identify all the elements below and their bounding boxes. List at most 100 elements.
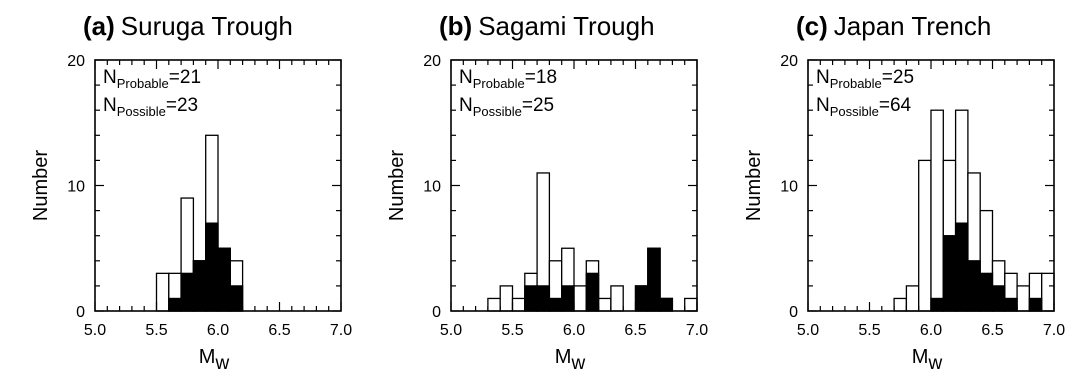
count-sub: Possible <box>117 104 166 119</box>
x-axis-label-main: M <box>199 346 216 368</box>
bar-s1-b7 <box>659 297 674 312</box>
y-tick-label: 0 <box>432 304 441 321</box>
bar-s0-b10 <box>610 285 624 312</box>
x-tick-label: 5.0 <box>440 322 462 339</box>
bar-s1-b8 <box>1028 297 1043 312</box>
panel-letter: (b) <box>439 11 472 41</box>
bar-s1-b3 <box>967 260 981 312</box>
bar-s1-b3 <box>205 222 219 312</box>
bar-s1-b2 <box>192 260 207 312</box>
y-tick-label: 20 <box>423 53 441 70</box>
x-axis-label-sub: w <box>214 353 229 374</box>
y-tick-label: 20 <box>780 53 798 70</box>
panel-title-space: Sagami Trough <box>478 11 654 41</box>
count-annotation: NProbable=25 <box>816 67 914 91</box>
x-tick-label: 5.0 <box>797 322 819 339</box>
count-base: N <box>103 67 117 88</box>
panel-letter: (c) <box>796 11 828 41</box>
x-axis-label-sub: w <box>570 353 585 374</box>
x-tick-label: 5.5 <box>501 322 523 339</box>
count-annotation: NProbable=18 <box>459 67 557 91</box>
x-axis-label: Mw <box>912 346 943 374</box>
y-tick-label: 10 <box>67 179 85 196</box>
bar-s1-b0 <box>524 285 538 312</box>
bar-s0-b7 <box>573 285 587 312</box>
bar-s1-b1 <box>180 272 195 312</box>
count-base: N <box>459 95 473 116</box>
y-tick-label: 10 <box>423 179 441 196</box>
bar-s0-b0 <box>487 297 501 312</box>
count-sub: Probable <box>473 76 525 91</box>
x-axis-label-main: M <box>912 346 929 368</box>
x-axis-label-main: M <box>555 346 572 368</box>
bar-s1-b6 <box>1004 297 1018 312</box>
y-tick-label: 20 <box>67 53 85 70</box>
x-tick-label: 7.0 <box>686 322 708 339</box>
bar-s1-b5 <box>634 285 649 312</box>
bar-s0-b1 <box>905 285 920 312</box>
x-tick-label: 5.5 <box>858 322 880 339</box>
count-base: N <box>816 95 830 116</box>
x-axis-label-sub: w <box>927 353 942 374</box>
count-annotation: NPossible=23 <box>103 95 198 119</box>
x-tick-label: 7.0 <box>330 322 352 339</box>
bar-s0-b3 <box>930 109 944 312</box>
x-tick-label: 6.0 <box>563 322 585 339</box>
histogram-panel-0: (a) Suruga Trough 5.0 5.5 6.0 6.5 7.0 0 10 20 Mw Nu… <box>30 11 352 374</box>
panel-title-space: Suruga Trough <box>121 11 293 41</box>
bar-s1-b5 <box>991 285 1006 312</box>
bar-s1-b4 <box>979 272 994 312</box>
bar-s1-b4 <box>585 272 600 312</box>
panel-title: (b) Sagami Trough <box>439 11 655 41</box>
panel-title: (c) Japan Trench <box>796 11 991 41</box>
count-sub: Probable <box>117 76 169 91</box>
count-sub: Possible <box>830 104 879 119</box>
count-value: =23 <box>166 95 198 116</box>
panel-letter: (a) <box>83 11 115 41</box>
panel-title: (a) Suruga Trough <box>83 11 293 41</box>
bar-s1-b5 <box>229 285 244 312</box>
bar-s0-b1 <box>499 285 514 312</box>
bar-s0-b10 <box>1016 285 1031 312</box>
count-value: =25 <box>522 95 554 116</box>
bar-s0-b2 <box>511 297 526 312</box>
y-tick-label: 0 <box>789 304 798 321</box>
y-tick-label: 0 <box>76 304 85 321</box>
y-axis-label: Number <box>30 150 52 221</box>
y-tick-label: 10 <box>780 179 798 196</box>
x-tick-label: 6.0 <box>920 322 942 339</box>
x-axis-label: Mw <box>555 346 586 374</box>
bar-s1-b6 <box>647 247 661 312</box>
x-tick-label: 6.5 <box>624 322 646 339</box>
count-base: N <box>459 67 473 88</box>
bar-s1-b2 <box>548 297 563 312</box>
count-sub: Probable <box>830 76 882 91</box>
bar-s0-b15 <box>684 297 698 312</box>
x-tick-label: 6.5 <box>981 322 1003 339</box>
bar-s0-b9 <box>597 297 612 312</box>
count-base: N <box>816 67 830 88</box>
count-value: =18 <box>525 67 557 88</box>
bar-s1-b2 <box>954 222 969 312</box>
count-value: =25 <box>882 67 914 88</box>
count-sub: Possible <box>473 104 522 119</box>
x-axis-label: Mw <box>199 346 230 374</box>
bar-s1-b3 <box>561 285 575 312</box>
bar-s0-b0 <box>893 297 908 312</box>
count-annotation: NPossible=64 <box>816 95 912 119</box>
histogram-panel-1: (b) Sagami Trough 5.0 5.5 6.0 6.5 7.0 0 10 20 Mw Nu… <box>386 11 708 374</box>
bar-s0-b0 <box>155 272 170 312</box>
bar-s0-b2 <box>918 159 932 312</box>
y-axis-label: Number <box>386 150 408 221</box>
count-value: =64 <box>879 95 912 116</box>
bar-s1-b1 <box>536 285 551 312</box>
count-base: N <box>103 95 117 116</box>
x-tick-label: 5.0 <box>84 322 106 339</box>
x-tick-label: 5.5 <box>145 322 167 339</box>
x-tick-label: 6.5 <box>268 322 290 339</box>
count-annotation: NProbable=21 <box>103 67 201 91</box>
count-value: =21 <box>169 67 201 88</box>
bar-s0-b12 <box>1041 272 1055 312</box>
histogram-panel-2: (c) Japan Trench 5.0 5.5 6.0 6.5 7.0 0 10 20 Mw Num… <box>743 11 1065 374</box>
